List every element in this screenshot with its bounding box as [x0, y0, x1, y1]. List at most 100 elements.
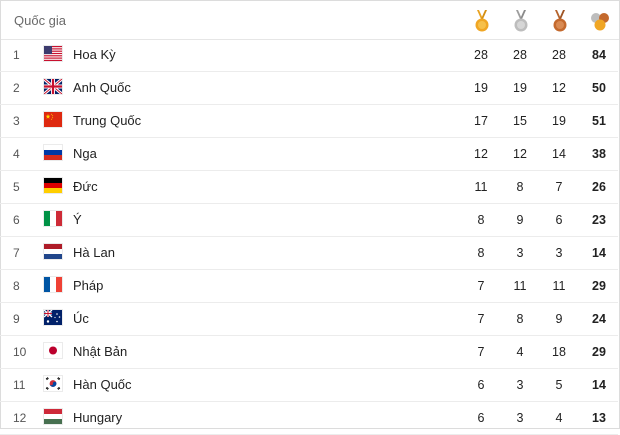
gold-count: 28 [474, 48, 488, 62]
south-korea-flag-icon [44, 376, 62, 391]
rank-cell: 10 [13, 345, 27, 359]
bronze-count: 11 [552, 279, 566, 293]
russia-flag-icon [44, 145, 62, 160]
china-flag-icon [44, 112, 62, 127]
gold-count: 8 [477, 246, 485, 260]
rank-cell: 2 [13, 81, 20, 95]
australia-flag-icon [43, 309, 62, 325]
total-count: 29 [592, 345, 606, 359]
bronze-count: 7 [555, 180, 563, 194]
country-name[interactable]: Nga [73, 146, 97, 161]
gold-count: 19 [474, 81, 488, 95]
gold-count: 7 [477, 345, 485, 359]
silver-count: 3 [516, 246, 524, 260]
total-count: 13 [592, 411, 606, 425]
table-header: Quốc gia [1, 1, 619, 40]
japan-flag-icon [44, 343, 62, 358]
usa-flag-icon [44, 46, 62, 61]
gold-count: 12 [474, 147, 488, 161]
silver-count: 28 [513, 48, 527, 62]
bronze-count: 14 [552, 147, 566, 161]
bronze-count: 9 [555, 312, 563, 326]
total-count: 24 [592, 312, 606, 326]
table-row[interactable]: 12 Hungary 6 3 4 13 [0, 402, 618, 435]
country-column-header[interactable]: Quốc gia [14, 13, 67, 28]
total-count: 38 [592, 147, 606, 161]
silver-count: 9 [516, 213, 524, 227]
bronze-count: 5 [555, 378, 563, 392]
total-count: 50 [592, 81, 606, 95]
silver-count: 15 [513, 114, 527, 128]
silver-count: 19 [513, 81, 527, 95]
table-row[interactable]: 3 Trung Quốc 17 15 19 51 [0, 105, 618, 138]
bronze-count: 3 [555, 246, 563, 260]
table-row[interactable]: 7 Hà Lan 8 3 3 14 [0, 237, 618, 270]
hungary-flag-icon [44, 409, 62, 424]
table-row[interactable]: 6 Ý 8 9 6 23 [0, 204, 618, 237]
uk-flag-icon [43, 77, 63, 96]
silver-count: 11 [513, 279, 527, 293]
country-name[interactable]: Anh Quốc [73, 80, 131, 95]
rank-cell: 7 [13, 246, 20, 260]
country-name[interactable]: Pháp [73, 278, 104, 293]
silver-count: 3 [516, 411, 524, 425]
bronze-count: 4 [555, 411, 563, 425]
total-count: 14 [592, 246, 606, 260]
table-row[interactable]: 1 Hoa Kỳ 28 28 28 84 [0, 39, 618, 72]
table-row[interactable]: 4 Nga 12 12 14 38 [0, 138, 618, 171]
bronze-count: 6 [555, 213, 563, 227]
gold-medal-icon[interactable] [472, 10, 492, 32]
rank-cell: 11 [13, 378, 26, 392]
silver-count: 8 [516, 180, 524, 194]
country-name[interactable]: Hungary [73, 410, 123, 425]
total-medals-icon[interactable] [589, 10, 611, 32]
table-row[interactable]: 2 Anh Quốc 19 19 12 50 [0, 72, 618, 105]
bronze-count: 18 [552, 345, 566, 359]
country-name[interactable]: Nhật Bản [73, 344, 128, 359]
gold-count: 7 [477, 312, 485, 326]
rank-cell: 12 [13, 411, 27, 425]
rank-cell: 3 [13, 114, 20, 128]
germany-flag-icon [44, 178, 62, 193]
gold-count: 7 [477, 279, 485, 293]
bronze-count: 19 [552, 114, 566, 128]
bronze-count: 28 [552, 48, 566, 62]
country-name[interactable]: Ý [73, 212, 82, 227]
rank-cell: 4 [13, 147, 20, 161]
silver-medal-icon[interactable] [511, 10, 531, 32]
rank-cell: 9 [13, 312, 20, 326]
total-count: 26 [592, 180, 606, 194]
total-count: 14 [592, 378, 606, 392]
total-count: 84 [592, 48, 606, 62]
table-row[interactable]: 10 Nhật Bản 7 4 18 29 [0, 336, 618, 369]
bronze-medal-icon[interactable] [550, 10, 570, 32]
rank-cell: 8 [13, 279, 20, 293]
country-name[interactable]: Hoa Kỳ [73, 47, 116, 62]
silver-count: 4 [516, 345, 524, 359]
country-name[interactable]: Hàn Quốc [73, 377, 132, 392]
italy-flag-icon [44, 211, 62, 226]
gold-count: 6 [477, 378, 485, 392]
gold-count: 17 [474, 114, 488, 128]
gold-count: 8 [477, 213, 485, 227]
rank-cell: 1 [13, 48, 20, 62]
gold-count: 11 [474, 180, 488, 194]
table-row[interactable]: 8 Pháp 7 11 11 29 [0, 270, 618, 303]
total-count: 23 [592, 213, 606, 227]
bronze-count: 12 [552, 81, 566, 95]
silver-count: 8 [516, 312, 524, 326]
country-name[interactable]: Úc [73, 311, 89, 326]
country-name[interactable]: Trung Quốc [73, 113, 142, 128]
country-name[interactable]: Hà Lan [73, 245, 115, 260]
france-flag-icon [44, 277, 62, 292]
silver-count: 3 [516, 378, 524, 392]
total-count: 51 [592, 114, 606, 128]
country-name[interactable]: Đức [73, 179, 98, 194]
netherlands-flag-icon [44, 244, 62, 259]
table-row[interactable]: 9 Úc 7 8 9 24 [0, 303, 618, 336]
table-row[interactable]: 5 Đức 11 8 7 26 [0, 171, 618, 204]
table-row[interactable]: 11 Hàn Quốc 6 3 5 14 [0, 369, 618, 402]
total-count: 29 [592, 279, 606, 293]
silver-count: 12 [513, 147, 527, 161]
rank-cell: 5 [13, 180, 20, 194]
